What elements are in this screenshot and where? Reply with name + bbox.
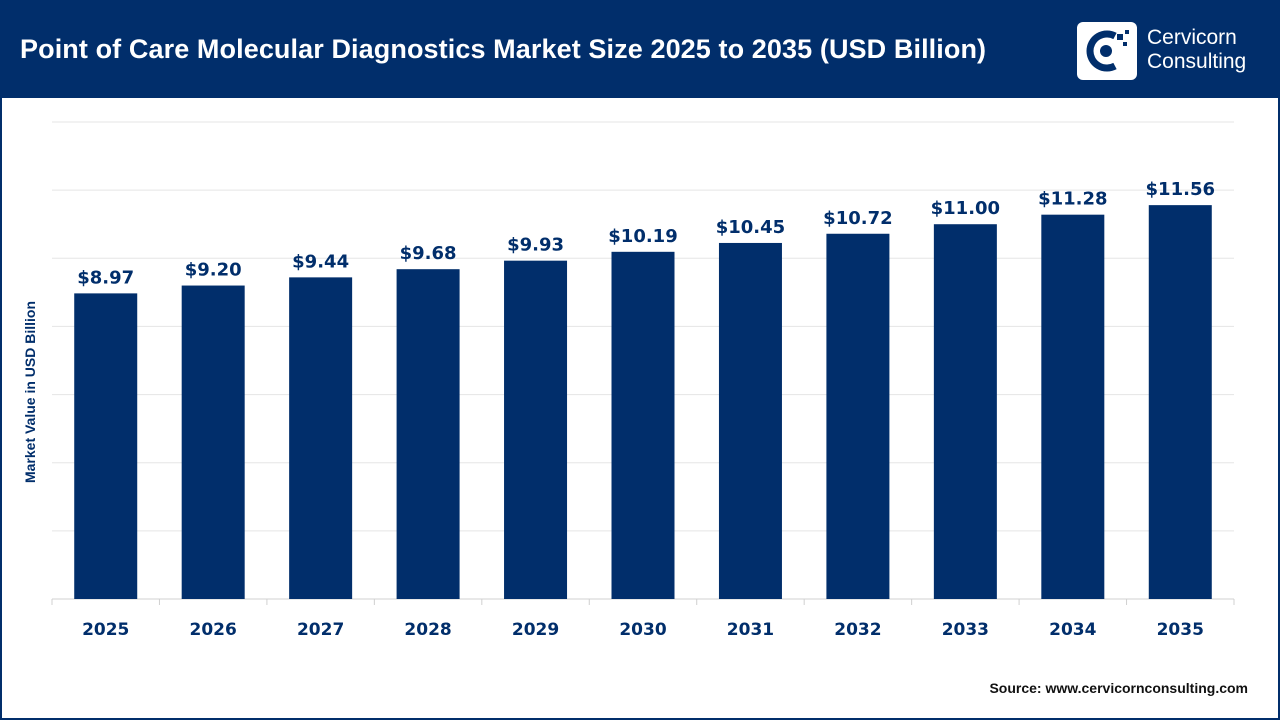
x-tick-label-2028: 2028 <box>404 620 451 640</box>
value-label-2025: $8.97 <box>77 267 134 288</box>
x-tick-label-2031: 2031 <box>727 620 774 640</box>
value-label-2029: $9.93 <box>507 235 564 256</box>
value-label-2030: $10.19 <box>608 226 677 247</box>
brand-name: Cervicorn Consulting <box>1147 26 1246 74</box>
value-labels: $8.97 $9.20 $9.44 $9.68 $9.93 $10.19 $10.45 $10… <box>77 179 1215 288</box>
value-label-2031: $10.45 <box>716 217 785 238</box>
x-tick-label-2026: 2026 <box>190 620 237 640</box>
x-tick-label-2032: 2032 <box>834 620 881 640</box>
value-label-2027: $9.44 <box>292 251 349 272</box>
value-label-2034: $11.28 <box>1038 189 1107 210</box>
x-tick-labels: 2025 2026 2027 2028 2029 2030 2031 2032 2033 2034… <box>82 620 1204 640</box>
brand-line-2: Consulting <box>1147 50 1247 73</box>
x-tick-label-2033: 2033 <box>942 620 989 640</box>
bar-2031 <box>718 242 782 600</box>
value-label-2028: $9.68 <box>400 243 457 264</box>
x-tick-label-2027: 2027 <box>297 620 344 640</box>
chart-title: Point of Care Molecular Diagnostics Mark… <box>20 34 987 64</box>
bars <box>74 205 1212 600</box>
bar-2025 <box>74 293 138 599</box>
x-tick-label-2025: 2025 <box>82 620 129 640</box>
x-tick-label-2034: 2034 <box>1049 620 1096 640</box>
bar-2027 <box>289 277 353 599</box>
value-label-2033: $11.00 <box>931 198 1000 219</box>
value-label-2032: $10.72 <box>823 208 892 229</box>
value-label-2035: $11.56 <box>1146 179 1215 200</box>
bar-2028 <box>396 269 460 599</box>
cervicorn-logo-icon <box>1077 22 1137 80</box>
header-bar: Point of Care Molecular Diagnostics Mark… <box>2 2 1278 98</box>
x-tick-label-2035: 2035 <box>1157 620 1204 640</box>
bar-2026 <box>181 285 245 599</box>
bar-2032 <box>826 233 890 600</box>
bar-2030 <box>611 251 675 600</box>
x-tick-label-2029: 2029 <box>512 620 559 640</box>
brand-line-1: Cervicorn <box>1147 26 1237 49</box>
bar-2033 <box>933 224 997 599</box>
x-tick-label-2030: 2030 <box>619 620 666 640</box>
bar-2034 <box>1041 214 1105 599</box>
bar-2029 <box>504 260 568 599</box>
bar-2035 <box>1148 205 1212 600</box>
value-label-2026: $9.20 <box>185 260 242 281</box>
source-note: Source: www.cervicornconsulting.com <box>989 680 1248 696</box>
